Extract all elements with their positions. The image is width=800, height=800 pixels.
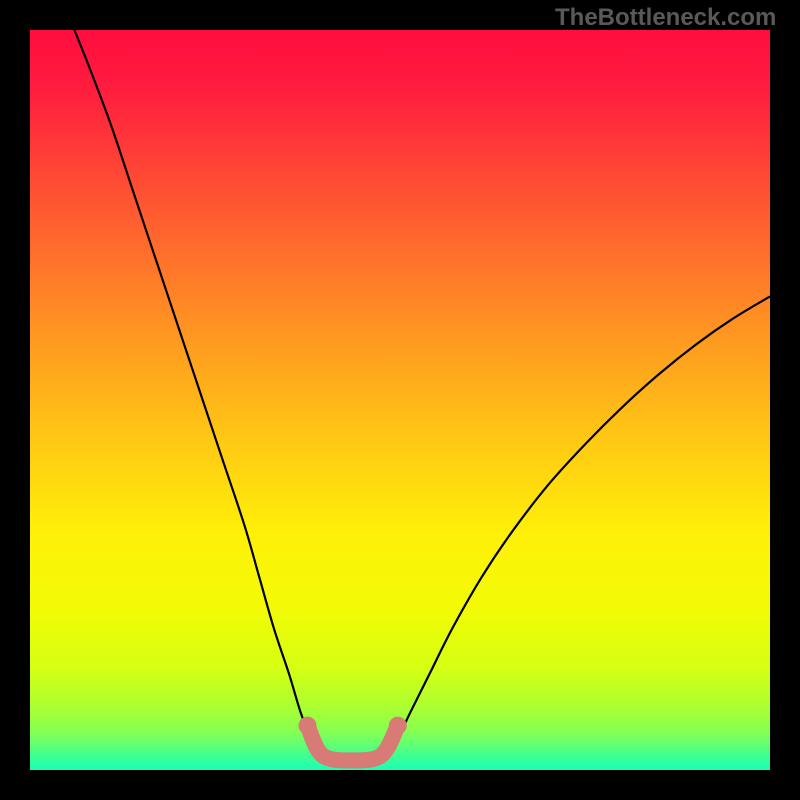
watermark-text: TheBottleneck.com [555, 4, 776, 32]
plot-background-gradient [30, 30, 770, 770]
connector-endcap-right [389, 717, 407, 735]
connector-endcap-left [299, 717, 317, 735]
bottleneck-chart [0, 0, 800, 800]
